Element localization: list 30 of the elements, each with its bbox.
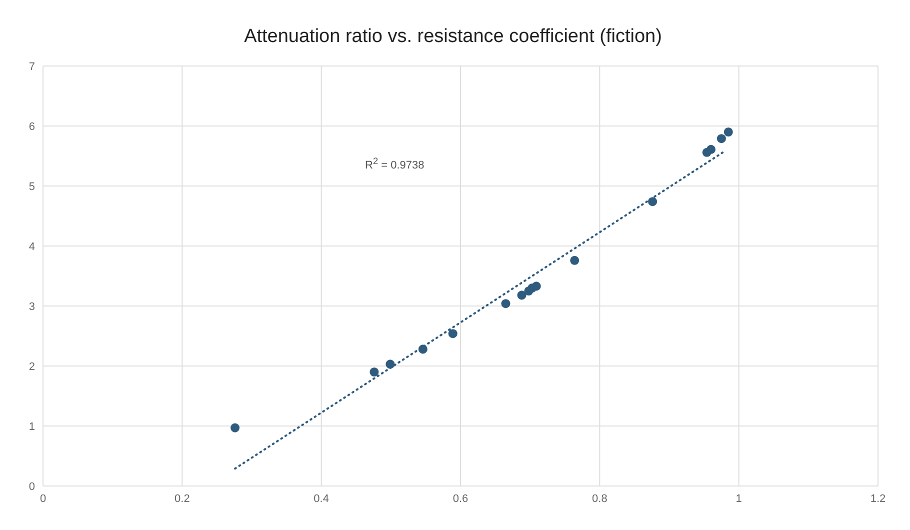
chart-title: Attenuation ratio vs. resistance coefficient (fiction) <box>243 25 663 49</box>
y-tick-label: 7 <box>28 60 35 73</box>
point <box>648 197 658 206</box>
x-tick-label: 0.6 <box>452 492 468 505</box>
y-tick-label: 4 <box>28 240 35 253</box>
point <box>724 127 733 137</box>
point <box>716 134 726 144</box>
point <box>370 367 379 377</box>
annotation: R$^{2}$ = 0.9738 <box>365 156 424 172</box>
point <box>532 282 541 291</box>
y-tick-label: 0 <box>28 480 35 493</box>
x-tick-label: 0 <box>40 492 46 505</box>
x-tick-label: 1 <box>736 492 742 505</box>
point <box>418 344 428 354</box>
y-tick-label: 6 <box>28 120 35 133</box>
y-tick-label: 3 <box>28 300 35 313</box>
x-tick-label: 1.2 <box>870 492 886 505</box>
y-tick-label: 5 <box>28 180 35 193</box>
y-tick-label: 2 <box>28 360 35 373</box>
point <box>706 144 716 154</box>
point <box>517 290 526 300</box>
point <box>570 256 580 265</box>
y-tick-label: 1 <box>28 420 35 433</box>
point <box>386 360 395 369</box>
point <box>448 329 458 338</box>
point <box>230 423 240 432</box>
x-tick-label: 0.2 <box>174 492 190 505</box>
x-tick-label: 0.4 <box>314 492 329 505</box>
x-tick-label: 0.8 <box>592 492 608 505</box>
point <box>501 299 510 308</box>
